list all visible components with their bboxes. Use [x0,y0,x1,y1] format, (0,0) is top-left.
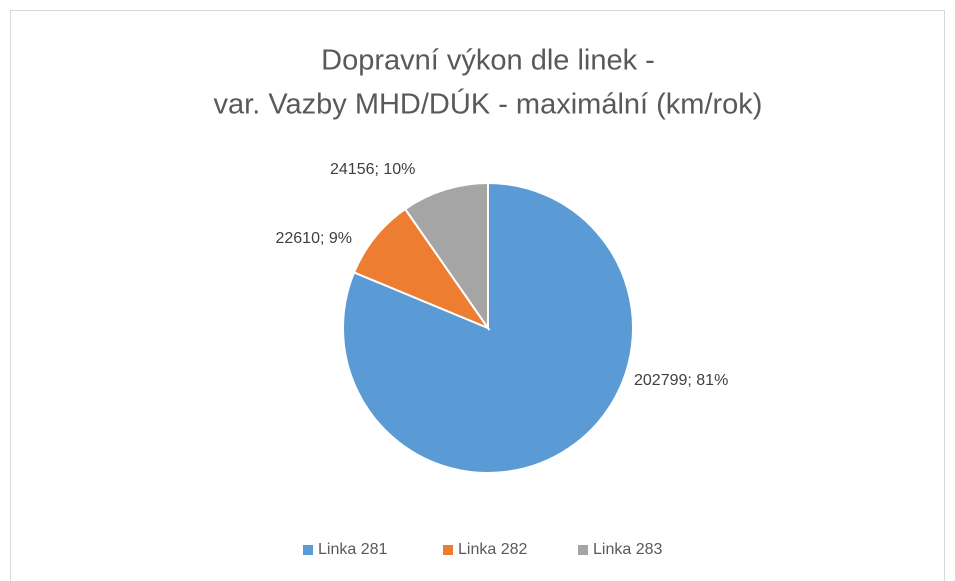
legend-swatch [303,545,313,555]
chart-title: Dopravní výkon dle linek - [321,45,655,77]
data-label: 202799; 81% [634,372,728,389]
legend-label: Linka 282 [458,541,527,558]
legend-label: Linka 283 [593,541,662,558]
legend-swatch [578,545,588,555]
legend-swatch [443,545,453,555]
data-label: 24156; 10% [330,161,415,178]
pie-slice [352,207,491,331]
pie-slice [403,181,489,332]
data-label: 22610; 9% [275,230,352,247]
legend-label: Linka 281 [318,541,387,558]
chart-title: var. Vazby MHD/DÚK - maximální (km/rok) [214,88,763,121]
